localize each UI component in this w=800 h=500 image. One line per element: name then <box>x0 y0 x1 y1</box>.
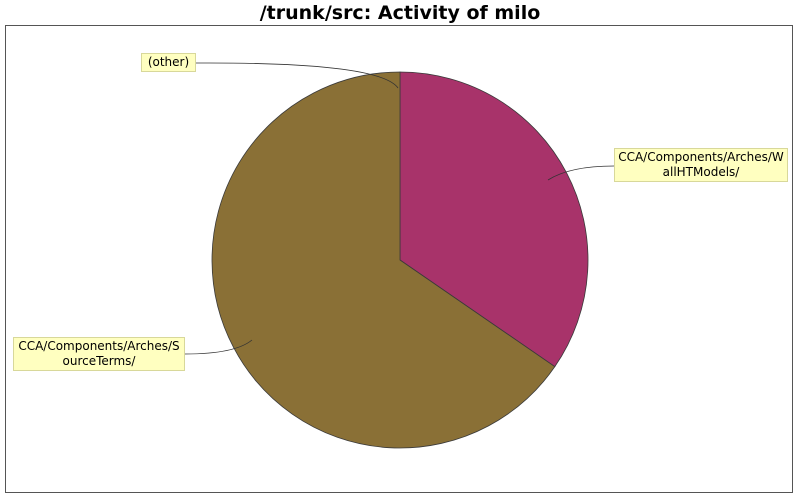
slice-label-other: (other) <box>141 53 196 72</box>
chart-title: /trunk/src: Activity of milo <box>259 2 541 24</box>
slice-label-other-text: (other) <box>147 55 190 69</box>
slice-label-wallhtmodels: CCA/Components/Arches/W allHTModels/ <box>614 148 788 182</box>
slice-label-wallhtmodels-line1: CCA/Components/Arches/W <box>618 150 784 164</box>
leader-line-wallhtmodels <box>547 165 615 181</box>
leader-line-sourceterms <box>184 339 253 355</box>
leader-line-other <box>195 62 399 89</box>
slice-label-wallhtmodels-line2: allHTModels/ <box>662 165 740 179</box>
slice-label-sourceterms-line1: CCA/Components/Arches/S <box>18 339 180 353</box>
pie-slice-sourceterms <box>211 71 556 449</box>
pie-slice-wallhtmodels <box>399 71 589 368</box>
slice-label-sourceterms: CCA/Components/Arches/S ourceTerms/ <box>13 337 185 371</box>
slice-label-sourceterms-line2: ourceTerms/ <box>62 354 136 368</box>
